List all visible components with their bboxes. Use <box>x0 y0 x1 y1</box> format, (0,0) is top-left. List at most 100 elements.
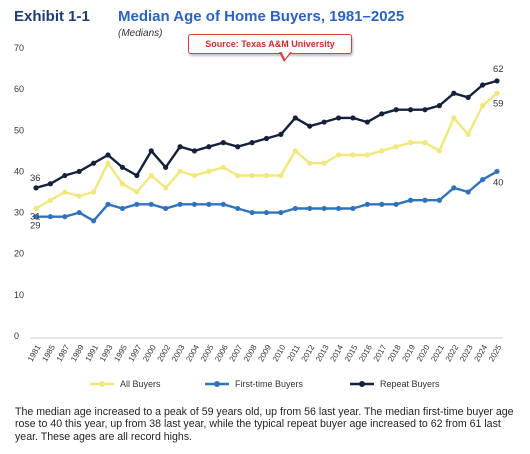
data-point <box>47 181 54 187</box>
data-point <box>134 172 140 179</box>
data-point <box>422 140 428 146</box>
y-tick-label: 20 <box>14 249 24 259</box>
data-point <box>335 205 342 212</box>
data-point <box>76 168 82 175</box>
data-point <box>393 144 399 150</box>
data-point <box>436 148 442 154</box>
data-point <box>494 90 500 96</box>
data-point <box>364 119 370 125</box>
x-tick-label: 2017 <box>372 343 389 363</box>
data-point <box>379 111 385 117</box>
x-tick-label: 2007 <box>228 343 245 363</box>
legend: All Buyers First-time Buyers Repeat Buyers <box>90 379 440 389</box>
data-point <box>278 172 284 179</box>
data-point <box>479 82 486 88</box>
x-tick-label: 2024 <box>472 343 489 363</box>
data-point <box>249 140 255 146</box>
data-point <box>249 209 255 216</box>
data-point <box>278 209 284 216</box>
data-point <box>307 123 313 129</box>
y-tick-label: 10 <box>14 290 24 300</box>
data-point <box>422 107 428 113</box>
end-value-label: 59 <box>493 98 504 109</box>
data-point <box>235 172 241 179</box>
y-tick-label: 40 <box>14 166 24 176</box>
data-point <box>105 152 111 158</box>
data-point <box>47 214 54 220</box>
data-point <box>393 107 399 113</box>
series-line <box>35 79 498 190</box>
data-point <box>436 197 442 203</box>
x-tick-label: 2010 <box>271 343 288 363</box>
data-point <box>292 148 298 154</box>
legend-swatch-marker <box>99 381 105 387</box>
y-tick-label: 70 <box>14 43 24 53</box>
x-tick-label: 1985 <box>40 343 57 363</box>
exhibit-label: Exhibit 1-1 <box>14 8 90 25</box>
data-point <box>494 168 500 175</box>
data-point <box>191 172 198 179</box>
data-point <box>335 115 342 121</box>
data-point <box>220 164 226 170</box>
x-tick-label: 1987 <box>55 343 72 363</box>
data-point <box>119 205 126 212</box>
x-tick-label: 2016 <box>357 343 374 363</box>
data-point <box>465 131 471 137</box>
data-point <box>33 185 39 191</box>
data-point <box>119 164 126 170</box>
x-tick-label: 2014 <box>328 343 345 363</box>
data-point <box>479 103 486 109</box>
data-point <box>263 135 270 142</box>
data-labels: 31 59 29 40 36 62 <box>30 64 504 232</box>
data-point <box>33 205 39 212</box>
data-point <box>393 201 399 207</box>
y-tick-label: 30 <box>14 208 24 218</box>
data-point <box>292 115 298 121</box>
series-lines <box>33 78 500 224</box>
x-tick-label: 1997 <box>127 343 144 363</box>
data-point <box>206 201 212 207</box>
data-point <box>191 201 198 207</box>
data-point <box>220 201 226 207</box>
x-tick-label: 2006 <box>213 343 230 363</box>
data-point <box>364 152 370 158</box>
data-point <box>249 172 255 179</box>
chart-caption: The median age increased to a peak of 59… <box>15 406 514 443</box>
data-point <box>148 172 154 179</box>
data-point <box>379 201 385 207</box>
y-tick-label: 50 <box>14 125 24 135</box>
chart-subtitle: (Medians) <box>118 28 163 39</box>
data-point <box>62 172 68 179</box>
data-point <box>134 201 140 207</box>
legend-swatch-marker <box>214 381 220 387</box>
end-value-label: 40 <box>493 177 504 188</box>
x-tick-label: 1981 <box>26 343 43 363</box>
data-point <box>451 115 457 121</box>
series-line <box>35 92 498 210</box>
legend-entry: Repeat Buyers <box>380 379 440 389</box>
legend-entry: First-time Buyers <box>235 379 304 389</box>
end-value-label: 62 <box>493 64 504 75</box>
data-point <box>76 193 82 199</box>
chart-title: Median Age of Home Buyers, 1981–2025 <box>118 8 405 25</box>
data-point <box>436 103 442 109</box>
data-point <box>350 152 356 158</box>
start-value-label: 31 <box>30 211 41 222</box>
data-point <box>407 140 414 146</box>
data-point <box>134 189 140 195</box>
data-point <box>321 160 327 166</box>
data-point <box>465 94 471 100</box>
data-point <box>494 78 500 84</box>
x-tick-label: 1993 <box>98 343 115 363</box>
x-tick-label: 1995 <box>112 343 129 363</box>
data-point <box>148 148 154 154</box>
y-tick-label: 60 <box>14 84 24 94</box>
source-callout: Source: Texas A&M University <box>188 34 352 54</box>
data-point <box>379 148 385 154</box>
data-point <box>91 189 97 195</box>
x-tick-label: 2015 <box>343 343 360 363</box>
data-point <box>451 90 457 96</box>
x-tick-label: 2022 <box>444 343 461 363</box>
data-point <box>278 131 284 137</box>
